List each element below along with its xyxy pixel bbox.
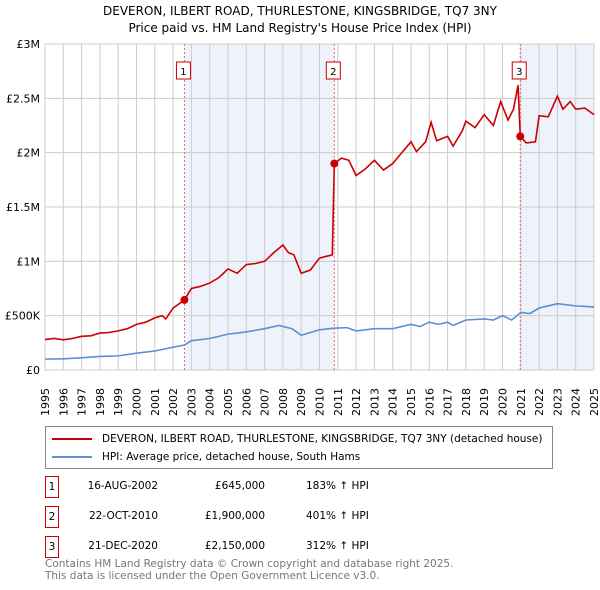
chart-subtitle: Price paid vs. HM Land Registry's House …	[128, 21, 472, 35]
x-tick-label: 2006	[240, 388, 253, 416]
x-tick-label: 2011	[332, 388, 345, 416]
sale-marker-badge: 3	[45, 536, 59, 558]
x-tick-label: 2001	[149, 388, 162, 416]
sale-price: £1,900,000	[204, 510, 265, 522]
y-tick-label: £500K	[5, 310, 41, 323]
x-tick-label: 2010	[314, 388, 327, 416]
sale-hpi-change: 401% ↑ HPI	[306, 510, 369, 522]
legend: DEVERON, ILBERT ROAD, THURLESTONE, KINGS…	[45, 426, 553, 469]
sale-date: 22-OCT-2010	[89, 510, 158, 522]
x-tick-label: 2007	[259, 388, 272, 416]
x-tick-label: 1999	[112, 388, 125, 416]
legend-label: HPI: Average price, detached house, Sout…	[102, 451, 361, 463]
y-tick-label: £3M	[17, 38, 41, 51]
x-tick-label: 2013	[368, 388, 381, 416]
x-tick-label: 1997	[76, 388, 89, 416]
x-tick-label: 2008	[277, 388, 290, 416]
x-tick-label: 2003	[185, 388, 198, 416]
legend-swatch-red	[52, 438, 92, 440]
x-tick-label: 2005	[222, 388, 235, 416]
property-line	[44, 85, 595, 341]
x-tick-label: 2004	[204, 388, 217, 416]
sale-point	[180, 295, 189, 304]
x-tick-label: 2014	[387, 388, 400, 416]
sale-point	[516, 132, 525, 141]
sale-marker-badge: 2	[45, 506, 59, 528]
chart-title: DEVERON, ILBERT ROAD, THURLESTONE, KINGS…	[103, 4, 497, 18]
sale-marker-badge: 1	[45, 476, 59, 498]
x-tick-label: 2023	[551, 388, 564, 416]
x-tick-label: 2025	[588, 388, 600, 416]
sale-price: £645,000	[214, 480, 265, 492]
sale-hpi-change: 183% ↑ HPI	[306, 480, 369, 492]
footer-copyright: Contains HM Land Registry data © Crown c…	[45, 558, 454, 570]
hpi-line	[44, 302, 595, 360]
sale-point	[330, 159, 339, 168]
sale-hpi-change: 312% ↑ HPI	[306, 540, 369, 552]
x-tick-label: 2019	[478, 388, 491, 416]
y-tick-label: £2.5M	[6, 92, 40, 105]
x-tick-label: 1998	[94, 388, 107, 416]
x-tick-label: 1996	[57, 388, 70, 416]
x-tick-label: 2021	[515, 388, 528, 416]
sale-marker-box	[511, 61, 527, 80]
footer: Contains HM Land Registry data © Crown c…	[45, 558, 454, 582]
legend-item-hpi: HPI: Average price, detached house, Sout…	[52, 449, 360, 465]
x-tick-label: 2016	[423, 388, 436, 416]
sale-marker-label: 2	[330, 67, 336, 78]
y-tick-label: £0	[26, 364, 40, 377]
y-tick-label: £1.5M	[6, 201, 40, 214]
plot-border	[44, 43, 595, 371]
x-tick-label: 2000	[131, 388, 144, 416]
x-tick-label: 2015	[405, 388, 418, 416]
legend-item-property: DEVERON, ILBERT ROAD, THURLESTONE, KINGS…	[52, 431, 542, 447]
sale-marker-label: 3	[516, 67, 522, 78]
x-tick-label: 1995	[39, 388, 52, 416]
x-tick-label: 2024	[570, 388, 583, 416]
sale-marker-label: 1	[180, 67, 186, 78]
legend-label: DEVERON, ILBERT ROAD, THURLESTONE, KINGS…	[102, 433, 543, 445]
y-tick-label: £2M	[17, 147, 41, 160]
legend-swatch-blue	[52, 456, 92, 458]
x-tick-label: 2002	[167, 388, 180, 416]
sale-date: 16-AUG-2002	[87, 480, 158, 492]
price-chart: 1995 1996 1997 1998 1999 2000 2001 2002 2003 2004…	[5, 38, 600, 416]
x-tick-label: 2018	[460, 388, 473, 416]
sale-marker-box	[175, 61, 191, 80]
sale-date: 21-DEC-2020	[88, 540, 158, 552]
x-tick-label: 2009	[295, 388, 308, 416]
x-tick-label: 2022	[533, 388, 546, 416]
y-tick-label: £1M	[17, 255, 41, 268]
x-tick-label: 2017	[442, 388, 455, 416]
sale-marker-box	[325, 61, 341, 80]
x-tick-label: 2020	[497, 388, 510, 416]
x-tick-label: 2012	[350, 388, 363, 416]
sale-price: £2,150,000	[204, 540, 265, 552]
footer-licence: This data is licensed under the Open Gov…	[45, 569, 380, 582]
